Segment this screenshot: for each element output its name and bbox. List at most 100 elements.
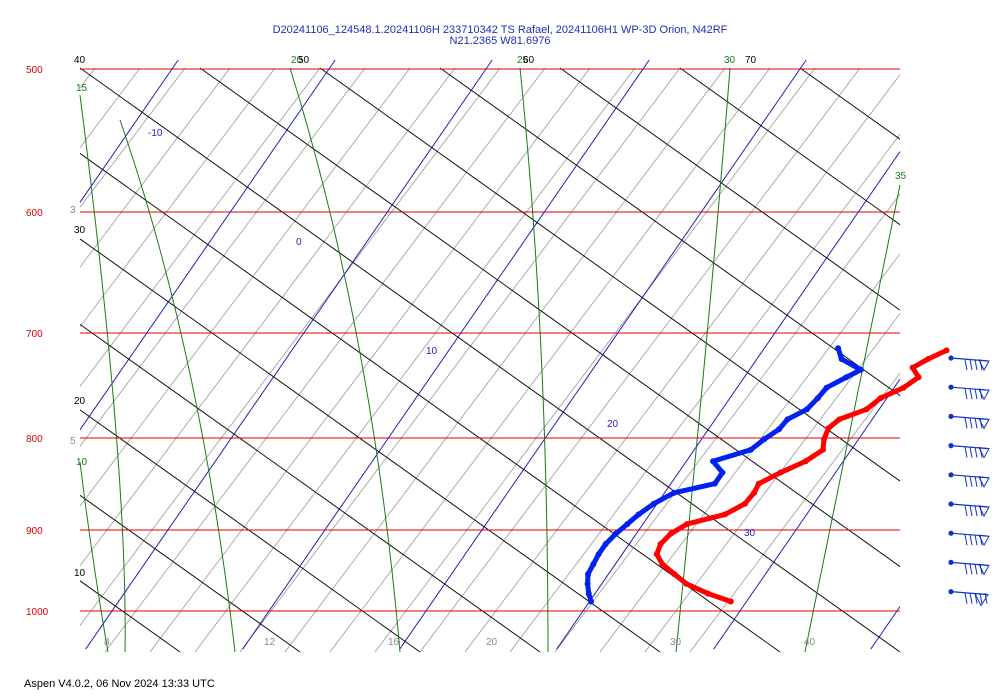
temperature-point (727, 598, 734, 605)
dry-adiabat-line (199, 67, 901, 567)
wind-barb-feather (964, 359, 968, 371)
dry-adiabat-line (79, 409, 421, 653)
wind-barb (948, 355, 990, 372)
sounding-traces (584, 345, 950, 605)
isobar-lines (80, 68, 900, 612)
moist-adiabat-label: 25 (517, 55, 529, 66)
temperature-point (683, 521, 690, 528)
pressure-label: 500 (26, 65, 43, 76)
chart-title: D20241106_124548.1.20241106H 233710342 T… (272, 24, 728, 36)
wind-barb-feather (974, 534, 978, 546)
isotherm-label: 0 (296, 237, 302, 248)
temperature-point (683, 580, 690, 587)
mixing-ratio-line (554, 193, 901, 653)
wind-barb (948, 384, 990, 401)
wind-barb-feather (964, 447, 968, 458)
wind-barb-pennant (978, 359, 990, 372)
temperature-point (900, 384, 907, 391)
wind-barb-feather (979, 593, 983, 604)
dewpoint-point (823, 384, 830, 391)
wind-barb-feather (974, 476, 978, 487)
temperature-point (667, 530, 674, 537)
dewpoint-point (624, 521, 631, 528)
dewpoint-point (814, 395, 821, 402)
dewpoint-point (843, 374, 850, 381)
wind-barb-feather (974, 388, 978, 400)
mixing-ratio-line (79, 67, 276, 328)
dewpoint-point (803, 406, 810, 413)
wind-barb-feather (969, 476, 973, 487)
temperature-point (741, 500, 748, 507)
wind-barb-feather (974, 505, 978, 517)
moist-adiabat-label: 35 (895, 171, 907, 182)
temperature-point (653, 551, 660, 558)
wind-barb-feather (969, 359, 973, 371)
wind-barb (948, 559, 990, 576)
dewpoint-point (635, 511, 642, 518)
temperature-point (722, 511, 729, 518)
moist-adiabat-curve (804, 184, 901, 653)
temperature-point (671, 571, 678, 578)
theta-label: 50 (298, 55, 310, 66)
wind-barb-feather (964, 505, 968, 517)
dewpoint-point (590, 561, 597, 568)
mixing-ratio-line (79, 67, 411, 507)
moist-adiabat-label: 15 (76, 83, 88, 94)
dry-adiabat-line (79, 494, 301, 653)
pressure-label: 900 (26, 526, 43, 537)
dry-adiabat-line (679, 67, 901, 226)
mixing-ratio-line (104, 67, 546, 653)
moist-adiabat-curve (119, 119, 236, 653)
temperature-point (659, 561, 666, 568)
temperature-point (705, 590, 712, 597)
isotherm-line (85, 59, 493, 650)
mixing-ratio-label: 5 (70, 436, 76, 447)
temperature-point (751, 489, 758, 496)
wind-barb-feather (964, 476, 968, 487)
pressure-label: 600 (26, 208, 43, 219)
mixing-ratio-line (79, 67, 321, 387)
wind-barb-feather (969, 534, 973, 546)
mixing-ratio-line (689, 373, 901, 653)
mixing-ratio-label: 8 (104, 637, 110, 648)
mixing-ratio-line (599, 253, 901, 653)
dry-adiabat-label: 30 (74, 225, 86, 236)
wind-barb-feather (964, 563, 968, 575)
temperature-point (777, 469, 784, 476)
wind-barb-feather (969, 505, 973, 517)
moist-adiabat-curve (519, 67, 549, 653)
wind-barb (948, 443, 990, 459)
wind-barb-feather (964, 534, 968, 546)
dewpoint-point (761, 436, 768, 443)
dewpoint-point (650, 500, 657, 507)
dewpoint-point (602, 540, 609, 547)
wind-barb (948, 501, 990, 518)
wind-barb-pennant (978, 534, 990, 547)
dry-adiabat-label: 40 (74, 55, 86, 66)
mixing-ratio-line (374, 67, 816, 653)
moist-adiabat-label: 10 (76, 457, 88, 468)
dewpoint-point (612, 530, 619, 537)
wind-barb-feather (964, 593, 968, 604)
mixing-ratio-line (79, 67, 456, 566)
isotherm-line (242, 59, 650, 650)
mixing-ratio-label: 20 (486, 637, 498, 648)
dewpoint-point (670, 489, 677, 496)
wind-barb-pennant (978, 505, 990, 518)
isotherm-label: 30 (744, 528, 756, 539)
footer-version: Aspen V4.0.2, 06 Nov 2024 13:33 UTC (24, 678, 215, 690)
dewpoint-point (776, 426, 783, 433)
chart-location: N21.2365 W81.6976 (449, 35, 551, 47)
isotherm-line (713, 378, 901, 650)
dry-adiabat-line (79, 580, 181, 653)
mixing-ratio-label: 30 (670, 637, 682, 648)
wind-barb (948, 589, 989, 607)
dewpoint-point (585, 590, 592, 597)
temperature-point (943, 347, 950, 354)
temperature-point (915, 374, 922, 381)
dewpoint-point (595, 551, 602, 558)
mixing-ratio-line (509, 134, 901, 653)
theta-label: 70 (745, 55, 757, 66)
mixing-ratio-label: 40 (804, 637, 816, 648)
